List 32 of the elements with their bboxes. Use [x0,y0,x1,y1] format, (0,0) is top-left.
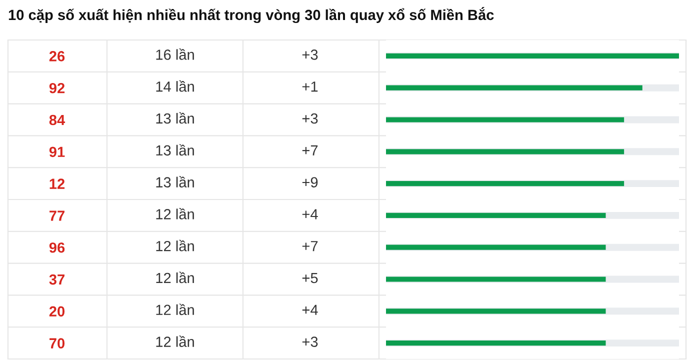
data-label: 13 lần [156,144,194,156]
text: +1 [302,82,318,92]
data-label: 13 lần [156,112,194,124]
y-tick-label: 92 [49,82,65,94]
y-tick-label: 77 [50,210,64,221]
text: +7 [302,145,318,156]
y-tick-label: 91 [49,146,65,158]
text: +4 [302,304,318,315]
y-tick-label: 37 [49,274,64,285]
data-label: 12 lần [156,272,194,284]
y-tick-label: 20 [49,306,65,317]
text: +3 [302,336,318,347]
y-tick-label: 84 [49,114,66,126]
text: +9 [302,177,318,188]
text: +4 [302,209,318,220]
text: +5 [302,272,318,284]
data-label: 13 lần [156,176,194,188]
data-label: 12 lần [156,304,194,316]
text: 10 cặp số xuất hiện nhiều nhất trong vòng 30 lần quay xổ số Miền Bắc [8,6,494,24]
data-label: 12 lần [156,240,194,252]
data-label: 12 lần [156,208,194,220]
text: +7 [302,241,318,252]
text: +3 [302,50,318,60]
y-tick-label: 12 [50,178,65,189]
text: +3 [302,113,318,124]
data-label: 16 lần [156,48,194,60]
y-tick-label: 26 [49,51,65,62]
data-label: 14 lần [156,80,194,92]
bar [386,276,606,282]
data-label: 12 lần [156,336,194,347]
y-tick-label: 70 [50,338,65,348]
y-tick-label: 96 [49,242,65,253]
